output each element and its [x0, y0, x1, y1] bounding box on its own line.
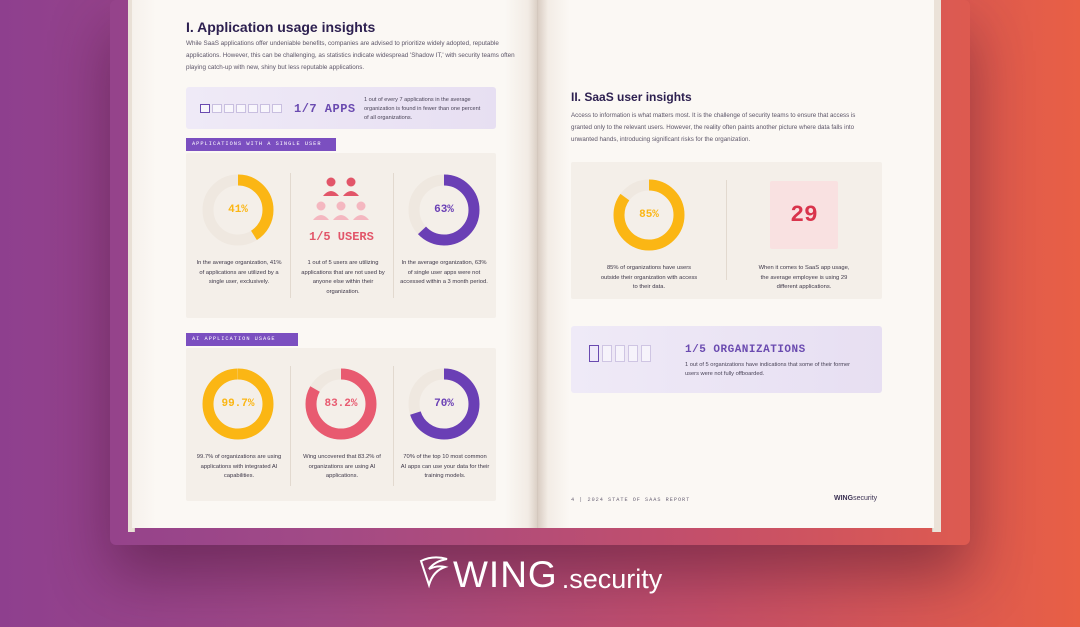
brand-wing-text: WING	[453, 554, 558, 595]
section-tag-single-user: APPLICATIONS WITH A SINGLE USER	[186, 138, 336, 151]
stat-caption: Wing uncovered that 83.2% of organizatio…	[303, 454, 381, 479]
users-group-icon	[309, 176, 373, 224]
donut-value: 83.2%	[324, 398, 358, 410]
apps-stat-description: 1 out of every 7 applications in the ave…	[364, 97, 481, 121]
donut-chart-85: 85%	[612, 178, 686, 252]
org-stat-description: 1 out of 5 organizations have indication…	[685, 362, 851, 377]
stat-caption: 85% of organizations have users outside …	[600, 265, 698, 290]
donut-chart-70: 70%	[407, 367, 481, 441]
door-icon	[589, 345, 651, 362]
org-stat-box: 1/5 ORGANIZATIONS 1 out of 5 organizatio…	[571, 326, 882, 393]
users-stat-label: 1/5 USERS	[309, 230, 374, 244]
apps-stat-label: 1/7 APPS	[294, 102, 356, 116]
org-stat-label: 1/5 ORGANIZATIONS	[685, 344, 806, 356]
stat-caption: In the average organization, 41% of appl…	[196, 260, 282, 285]
donut-value: 63%	[434, 204, 454, 216]
left-page-title: I. Application usage insights	[186, 19, 376, 35]
page-footer: 4 | 2024 STATE OF SAAS REPORT	[571, 497, 691, 503]
stat-caption: 99.7% of organizations are using applica…	[196, 454, 282, 479]
donut-chart-83-2: 83.2%	[304, 367, 378, 441]
apps-per-employee-value: 29	[790, 202, 818, 228]
stat-caption: 1 out of 5 users are utilizing applicati…	[301, 260, 385, 295]
donut-chart-63: 63%	[407, 173, 481, 247]
donut-value: 99.7%	[221, 398, 255, 410]
donut-value: 70%	[434, 398, 454, 410]
footer-logo: WINGsecurity	[834, 495, 878, 502]
brand-security-text: .security	[561, 563, 663, 594]
right-page-title: II. SaaS user insights	[571, 90, 692, 104]
donut-chart-41: 41%	[201, 173, 275, 247]
wing-icon	[419, 556, 449, 589]
left-page-intro: While SaaS applications offer undeniable…	[186, 40, 515, 71]
brand-logo: WING .security	[419, 552, 662, 598]
donut-value: 85%	[639, 209, 659, 221]
right-page-intro: Access to information is what matters mo…	[571, 112, 856, 143]
stat-caption: In the average organization, 63% of sing…	[400, 260, 488, 285]
stat-caption: When it comes to SaaS app usage, the ave…	[758, 265, 850, 290]
app-windows-icon	[200, 104, 282, 113]
book-spine	[528, 0, 548, 528]
donut-chart-99-7: 99.7%	[201, 367, 275, 441]
stat-caption: 70% of the top 10 most common AI apps ca…	[400, 454, 490, 479]
section-tag-ai: AI APPLICATION USAGE	[186, 333, 298, 346]
donut-value: 41%	[228, 204, 248, 216]
apps-stat-box: 1/7 APPS 1 out of every 7 applications i…	[186, 87, 496, 129]
apps-per-employee-box: 29	[770, 181, 838, 249]
